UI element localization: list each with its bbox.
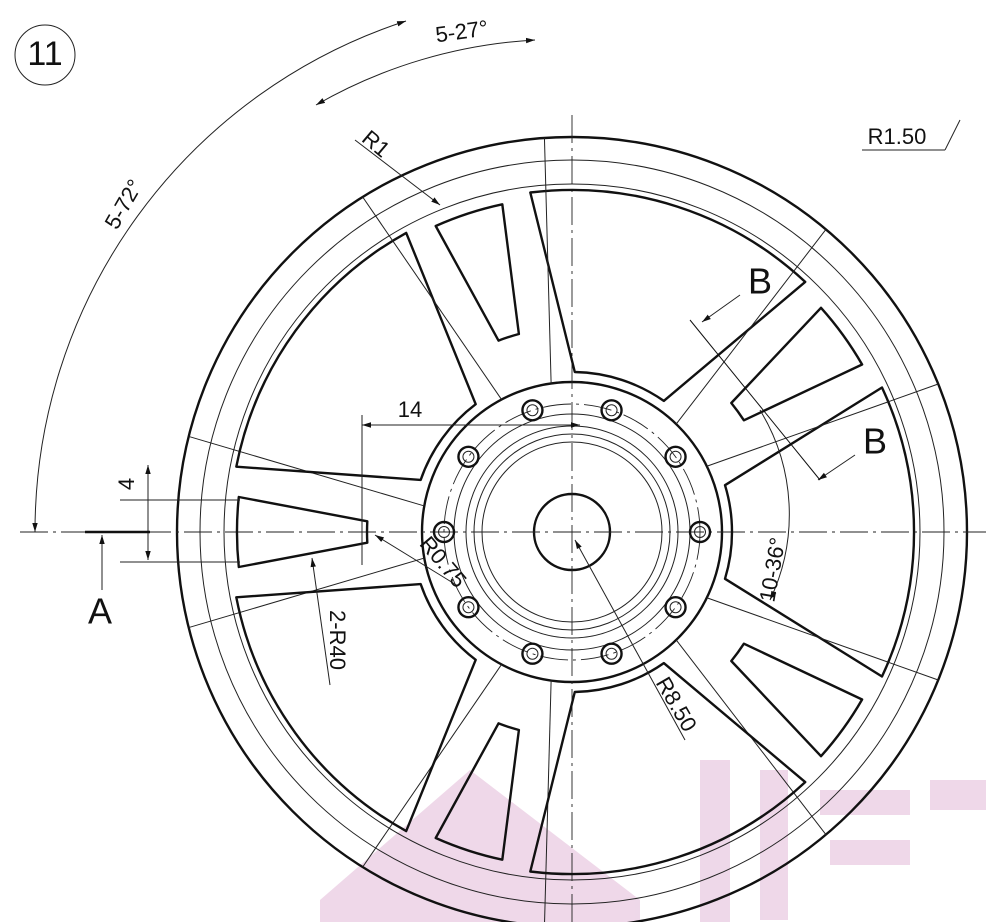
dimension-lines: [15, 21, 960, 740]
drawing: 11 5-27° 5-72° R1 R1.50 B B 14 4 A R0.75…: [0, 0, 986, 922]
dimension-text: R8.50: [651, 672, 702, 735]
window: [236, 584, 475, 831]
spoke-edge: [363, 197, 502, 400]
bolt-hole-inner: [527, 648, 538, 659]
bolt-hole-inner: [527, 405, 538, 416]
dimension-text: R1: [357, 125, 395, 162]
bolt-hole-inner: [606, 648, 617, 659]
bolt-hole-inner: [670, 602, 681, 613]
dimension-text: 10-36°: [754, 535, 790, 603]
slot: [436, 204, 519, 340]
section-label: B: [863, 421, 887, 462]
slot: [237, 497, 367, 567]
dimension-text: 14: [398, 397, 422, 422]
bolt-hole: [666, 597, 686, 617]
section-label: B: [748, 261, 772, 302]
page: {"badge": "11", "dimensions": { "spoke_p…: [0, 0, 986, 922]
bolt-hole-inner: [463, 451, 474, 462]
bolt-hole: [522, 400, 542, 420]
bolt-hole: [522, 644, 542, 664]
section-label: A: [88, 591, 112, 632]
bolt-hole-inner: [606, 405, 617, 416]
dimension-text: R1.50: [868, 124, 927, 149]
dimension-text: 5-72°: [100, 175, 148, 233]
bolt-hole: [602, 644, 622, 664]
bolt-hole: [458, 447, 478, 467]
dimension-text: R0.75: [415, 531, 472, 592]
dimension-text: 5-27°: [434, 15, 490, 47]
dimension-text: 2-R40: [325, 610, 350, 670]
spoke-edge: [544, 138, 551, 383]
window: [236, 233, 475, 480]
bolt-hole: [602, 400, 622, 420]
slot: [731, 644, 862, 757]
detail-badge: 11: [27, 35, 62, 73]
dimension-text: 4: [114, 478, 139, 490]
slot: [731, 308, 862, 421]
